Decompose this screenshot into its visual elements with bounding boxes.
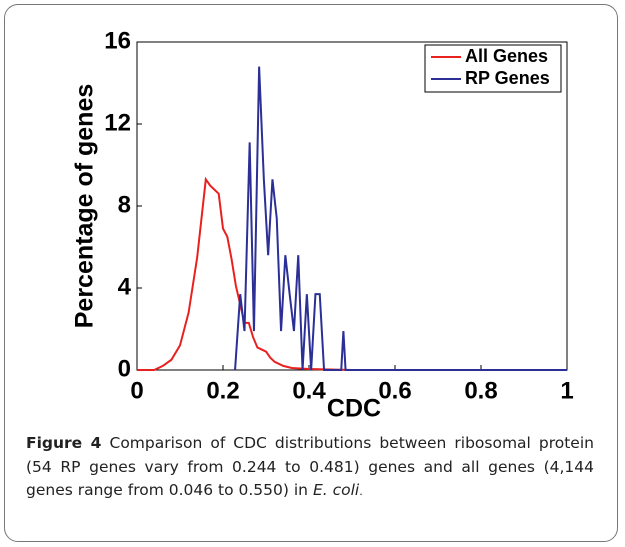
y-tick-label: 0 xyxy=(118,355,131,382)
legend-label: RP Genes xyxy=(465,68,550,88)
caption-text: Comparison of CDC distributions between … xyxy=(26,434,594,499)
figure-frame xyxy=(4,4,618,542)
x-tick-label: 0.8 xyxy=(464,377,497,404)
caption-species: E. coli xyxy=(312,481,360,499)
x-tick-label: 0.6 xyxy=(378,377,411,404)
y-tick-label: 4 xyxy=(118,273,132,300)
y-tick-label: 12 xyxy=(104,109,131,136)
x-tick-label: 0 xyxy=(130,377,143,404)
x-axis-label: CDC xyxy=(327,395,381,423)
y-axis-label: Percentage of genes xyxy=(71,84,99,329)
x-tick-label: 1 xyxy=(560,377,573,404)
caption-end: . xyxy=(359,485,363,498)
series-line xyxy=(234,66,567,371)
y-tick-label: 16 xyxy=(104,27,131,54)
caption-label: Figure 4 xyxy=(26,434,102,452)
y-tick-label: 8 xyxy=(118,191,131,218)
x-tick-label: 0.2 xyxy=(206,377,239,404)
chart: CDC Percentage of genes 0 0.2 0.4 0.6 0.8 1 0 4… xyxy=(71,27,574,423)
legend-label: All Genes xyxy=(465,46,548,66)
series-line xyxy=(137,176,567,371)
legend-box xyxy=(424,44,562,93)
x-tick-label: 0.4 xyxy=(292,377,326,404)
caption: Figure 4 Comparison of CDC distributions… xyxy=(26,432,594,504)
